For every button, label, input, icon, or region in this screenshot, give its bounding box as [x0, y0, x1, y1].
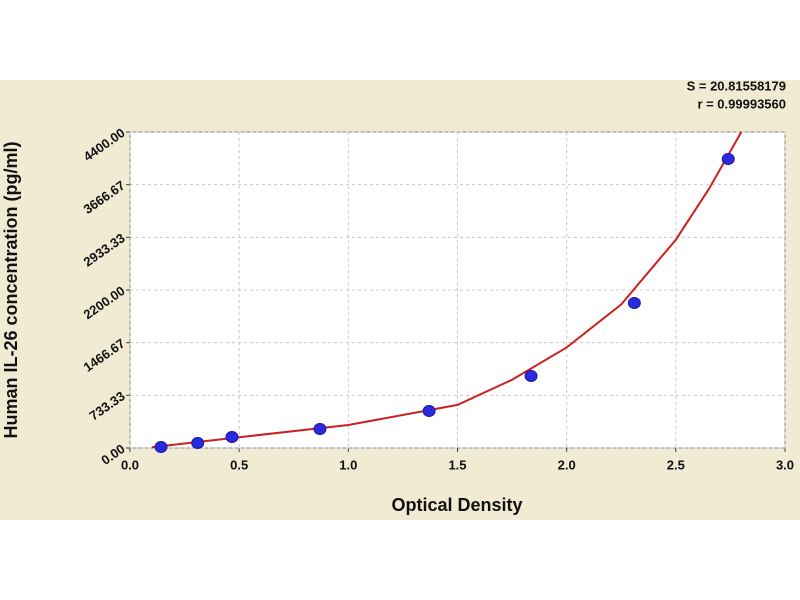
data-point	[524, 370, 538, 383]
fit-curve	[151, 131, 743, 449]
x-tick-label: 1.5	[448, 457, 466, 472]
x-axis-title: Optical Density	[391, 495, 522, 515]
y-axis-title: Human IL-26 concentration (pg/ml)	[1, 141, 21, 438]
x-tick-label: 0.0	[121, 457, 139, 472]
x-tick-label: 0.5	[230, 457, 248, 472]
x-tick-label: 1.0	[339, 457, 357, 472]
data-point	[191, 436, 205, 449]
x-tick-label: 2.0	[558, 457, 576, 472]
data-point	[154, 440, 168, 453]
data-point	[313, 422, 327, 435]
x-tick-label: 3.0	[776, 457, 794, 472]
data-point	[721, 153, 735, 166]
data-point	[627, 296, 641, 309]
data-point	[422, 405, 436, 418]
x-tick-label: 2.5	[667, 457, 685, 472]
data-point	[225, 431, 239, 444]
annotation: S = 20.81558179	[687, 78, 786, 93]
annotation: r = 0.99993560	[697, 96, 786, 111]
